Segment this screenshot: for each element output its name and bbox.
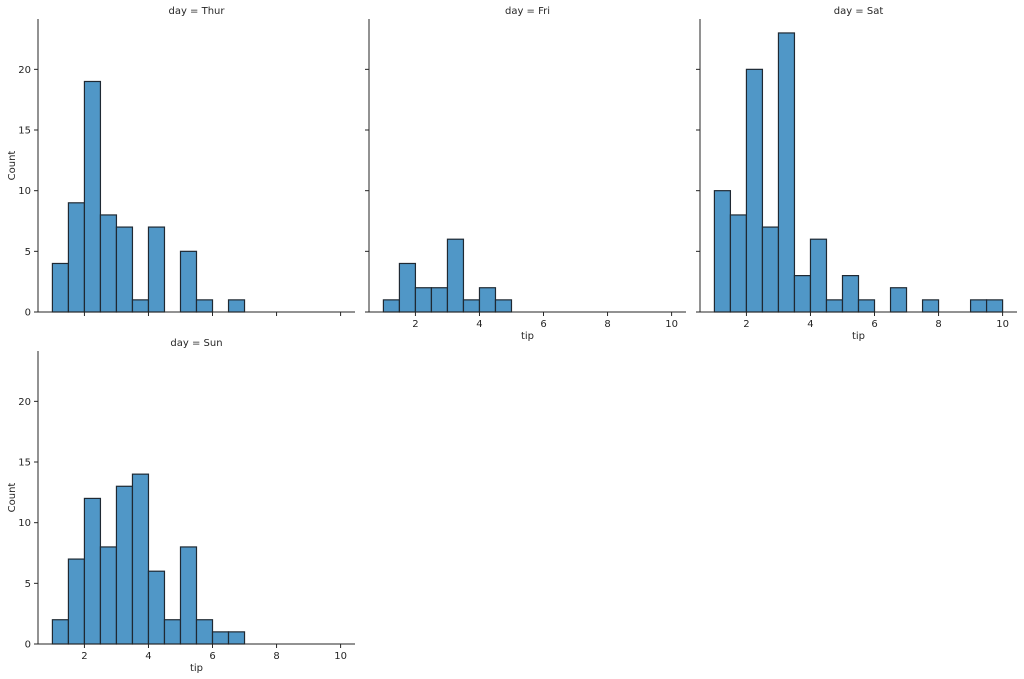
x-tick-label: 10: [996, 319, 1009, 330]
y-tick-label: 10: [18, 518, 31, 529]
x-tick-label: 4: [807, 319, 813, 330]
y-tick-label: 5: [25, 579, 31, 590]
histogram-bar: [857, 299, 876, 313]
histogram-bar: [195, 619, 214, 645]
histogram-bar: [446, 238, 465, 313]
histogram-bar: [99, 214, 118, 313]
x-tick-label: 6: [209, 651, 215, 662]
histogram-bar: [147, 570, 166, 645]
histogram-bar: [745, 68, 764, 313]
histogram-bar: [83, 497, 102, 645]
histogram-bar: [99, 546, 118, 645]
histogram-bar: [398, 262, 417, 313]
y-tick-label: 0: [25, 640, 31, 651]
histogram-bar: [889, 287, 908, 313]
x-tick-label: 8: [273, 651, 279, 662]
histogram-bar: [227, 299, 246, 313]
x-tick-label: 8: [935, 319, 941, 330]
x-tick-label: 2: [743, 319, 749, 330]
facet-panel-3: 2 4 6 8 10 day = Sat tip: [696, 6, 1017, 342]
facet-title: day = Sat: [834, 6, 884, 17]
histogram-bar: [414, 287, 433, 313]
histogram-bar: [211, 631, 230, 645]
histogram-bar: [163, 619, 182, 645]
x-axis-label: tip: [190, 663, 203, 674]
x-tick-label: 10: [334, 651, 347, 662]
histogram-bar: [494, 299, 513, 313]
y-tick-label: 15: [18, 126, 31, 137]
histogram-bar: [478, 287, 497, 313]
facet-title: day = Thur: [168, 6, 225, 17]
histogram-bar: [115, 485, 134, 645]
histogram-bar: [131, 299, 150, 313]
histogram-bar: [825, 299, 844, 313]
x-tick-label: 2: [412, 319, 418, 330]
histogram-bar: [985, 299, 1004, 313]
histogram-bar: [809, 238, 828, 313]
histogram-bar: [793, 275, 812, 313]
histogram-bar: [179, 546, 198, 645]
histogram-bar: [67, 558, 86, 645]
histogram-bar: [777, 32, 796, 313]
y-axis-label: Count: [7, 483, 18, 513]
histogram-bar: [115, 226, 134, 313]
histogram-bar: [227, 631, 246, 645]
x-tick-label: 6: [540, 319, 546, 330]
facet-panel-2: 2 4 6 8 10 day = Fri tip: [365, 6, 686, 342]
histogram-bar: [430, 287, 449, 313]
histogram-bar: [761, 226, 780, 313]
histogram-bar: [382, 299, 401, 313]
x-tick-label: 6: [871, 319, 877, 330]
facet-panel-1: 0 5 10 15 20 day = Thur Count: [7, 6, 355, 319]
facet-panel-4: 0 5 10 15 20 2 4 6 8 10 day = Sun tip Count: [7, 338, 355, 674]
histogram-bar: [179, 250, 198, 313]
x-axis-label: tip: [852, 331, 865, 342]
histogram-bar: [83, 80, 102, 313]
x-tick-label: 2: [81, 651, 87, 662]
y-tick-label: 20: [18, 397, 31, 408]
histogram-bar: [713, 190, 732, 313]
histogram-bar: [921, 299, 940, 313]
facet-title: day = Fri: [505, 6, 550, 17]
x-tick-label: 10: [665, 319, 678, 330]
facet-title: day = Sun: [170, 338, 222, 349]
y-tick-label: 10: [18, 186, 31, 197]
histogram-bar: [147, 226, 166, 313]
histogram-bar: [841, 275, 860, 313]
histogram-bar: [969, 299, 988, 313]
x-tick-label: 4: [145, 651, 151, 662]
histogram-bar: [729, 214, 748, 313]
x-tick-label: 4: [476, 319, 482, 330]
histogram-bar: [51, 262, 70, 313]
y-tick-label: 20: [18, 65, 31, 76]
y-tick-label: 5: [25, 247, 31, 258]
y-axis-label: Count: [7, 151, 18, 181]
histogram-bar: [195, 299, 214, 313]
histogram-bar: [51, 619, 70, 645]
y-tick-label: 0: [25, 308, 31, 319]
x-tick-label: 8: [604, 319, 610, 330]
x-axis-label: tip: [521, 331, 534, 342]
y-tick-label: 15: [18, 458, 31, 469]
histogram-bar: [462, 299, 481, 313]
histogram-bar: [131, 473, 150, 645]
histogram-bar: [67, 202, 86, 313]
